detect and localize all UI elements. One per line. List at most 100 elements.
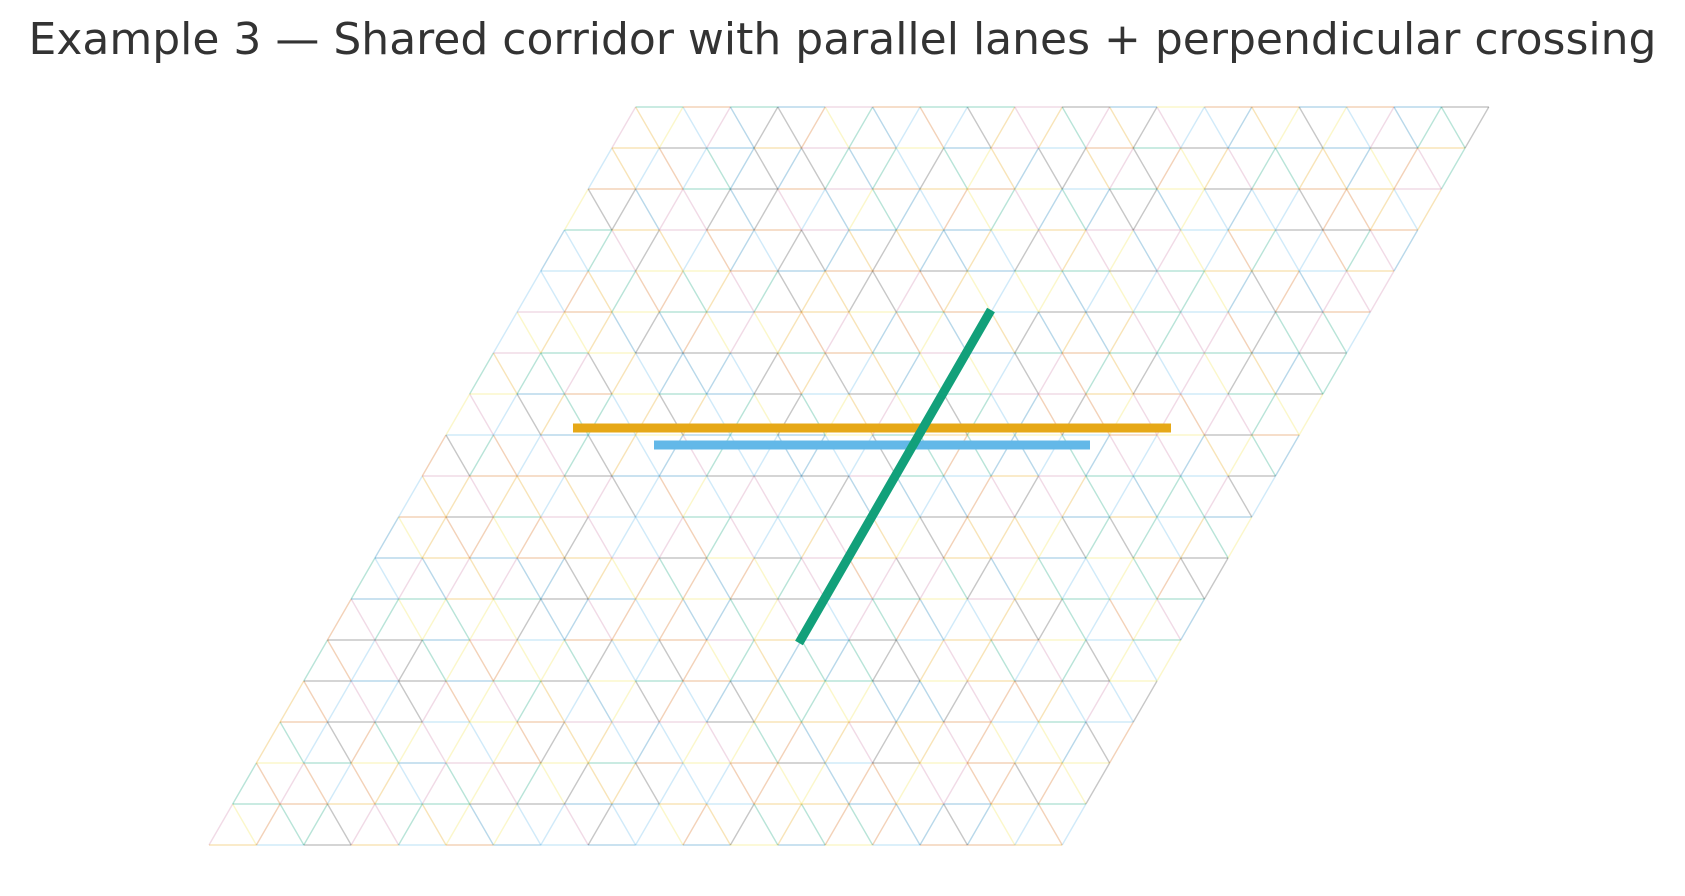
grid-edge bbox=[871, 311, 897, 354]
grid-edge bbox=[611, 639, 637, 682]
grid-edge bbox=[1037, 639, 1063, 682]
grid-edge bbox=[943, 106, 969, 149]
grid-edge bbox=[1132, 106, 1158, 149]
grid-edge bbox=[729, 598, 755, 641]
grid-edge bbox=[800, 147, 826, 190]
grid-edge bbox=[966, 680, 992, 723]
grid-edge bbox=[445, 598, 471, 641]
grid-edge bbox=[1014, 311, 1040, 354]
grid-edge bbox=[1203, 352, 1229, 395]
grid-edge bbox=[966, 475, 992, 518]
grid-edge bbox=[943, 270, 969, 313]
grid-edge bbox=[777, 147, 803, 190]
grid-edge bbox=[658, 147, 684, 190]
grid-edge bbox=[895, 229, 921, 272]
grid-edge bbox=[1085, 270, 1111, 313]
grid-edge bbox=[1014, 147, 1040, 190]
grid-edge bbox=[350, 762, 376, 805]
grid-edge bbox=[611, 762, 637, 805]
grid-edge bbox=[871, 516, 897, 559]
grid-edge bbox=[1417, 188, 1443, 231]
grid-edge bbox=[895, 311, 921, 354]
grid-edge bbox=[1464, 106, 1490, 149]
grid-edge bbox=[469, 721, 495, 764]
grid-edge bbox=[990, 352, 1016, 395]
grid-edge bbox=[255, 762, 281, 805]
grid-edge bbox=[658, 721, 684, 764]
grid-edge bbox=[492, 516, 518, 559]
grid-edge bbox=[516, 352, 542, 395]
grid-edge bbox=[871, 229, 897, 272]
grid-edge bbox=[516, 516, 542, 559]
grid-edge bbox=[990, 639, 1016, 682]
grid-edge bbox=[611, 434, 637, 477]
grid-edge bbox=[421, 516, 447, 559]
grid-edge bbox=[1345, 188, 1371, 231]
grid-edge bbox=[1440, 106, 1466, 149]
grid-edge bbox=[753, 188, 779, 231]
grid-edge bbox=[1180, 475, 1206, 518]
grid-edge bbox=[563, 352, 589, 395]
grid-edge bbox=[1203, 393, 1229, 436]
grid-edge bbox=[824, 188, 850, 231]
grid-edge bbox=[1345, 270, 1371, 313]
grid-edge bbox=[374, 762, 400, 805]
grid-edge bbox=[279, 762, 305, 805]
grid-edge bbox=[658, 516, 684, 559]
grid-edge bbox=[658, 762, 684, 805]
grid-edge bbox=[540, 311, 566, 354]
grid-edge bbox=[1298, 188, 1324, 231]
grid-edge bbox=[326, 762, 352, 805]
grid-edge bbox=[682, 229, 708, 272]
grid-edge bbox=[1037, 516, 1063, 559]
grid-edge bbox=[397, 557, 423, 600]
grid-edge bbox=[1085, 639, 1111, 682]
grid-edge bbox=[1061, 270, 1087, 313]
grid-edge bbox=[611, 598, 637, 641]
grid-edge bbox=[634, 352, 660, 395]
grid-edge bbox=[777, 270, 803, 313]
grid-edge bbox=[634, 106, 660, 149]
grid-edge bbox=[374, 598, 400, 641]
grid-edge bbox=[611, 516, 637, 559]
grid-edge bbox=[1369, 106, 1395, 149]
grid-edge bbox=[563, 721, 589, 764]
grid-edge bbox=[516, 762, 542, 805]
grid-edge bbox=[1227, 311, 1253, 354]
grid-edge bbox=[1203, 106, 1229, 149]
grid-edge bbox=[540, 639, 566, 682]
grid-edge bbox=[1037, 762, 1063, 805]
grid-edge bbox=[516, 311, 542, 354]
grid-edge bbox=[895, 639, 921, 682]
grid-edge bbox=[326, 639, 352, 682]
grid-edge bbox=[706, 270, 732, 313]
grid-edge bbox=[1085, 106, 1111, 149]
grid-edge bbox=[848, 721, 874, 764]
grid-edge bbox=[1322, 270, 1348, 313]
grid-edge bbox=[1274, 147, 1300, 190]
grid-edge bbox=[492, 352, 518, 395]
grid-edge bbox=[729, 147, 755, 190]
grid-edge bbox=[469, 557, 495, 600]
grid-edge bbox=[706, 311, 732, 354]
grid-edge bbox=[563, 598, 589, 641]
grid-edge bbox=[634, 311, 660, 354]
grid-edge bbox=[848, 147, 874, 190]
grid-edge bbox=[729, 475, 755, 518]
grid-edge bbox=[1156, 147, 1182, 190]
grid-edge bbox=[848, 106, 874, 149]
grid-edge bbox=[706, 721, 732, 764]
grid-edge bbox=[492, 680, 518, 723]
grid-edge bbox=[919, 475, 945, 518]
grid-edge bbox=[634, 762, 660, 805]
grid-edge bbox=[871, 270, 897, 313]
grid-edge bbox=[1227, 393, 1253, 436]
grid-edge bbox=[397, 721, 423, 764]
grid-edge bbox=[1061, 721, 1087, 764]
grid-edge bbox=[658, 557, 684, 600]
grid-edge bbox=[706, 557, 732, 600]
grid-edge bbox=[1014, 598, 1040, 641]
grid-edge bbox=[800, 516, 826, 559]
grid-edge bbox=[1061, 598, 1087, 641]
grid-edge bbox=[824, 680, 850, 723]
